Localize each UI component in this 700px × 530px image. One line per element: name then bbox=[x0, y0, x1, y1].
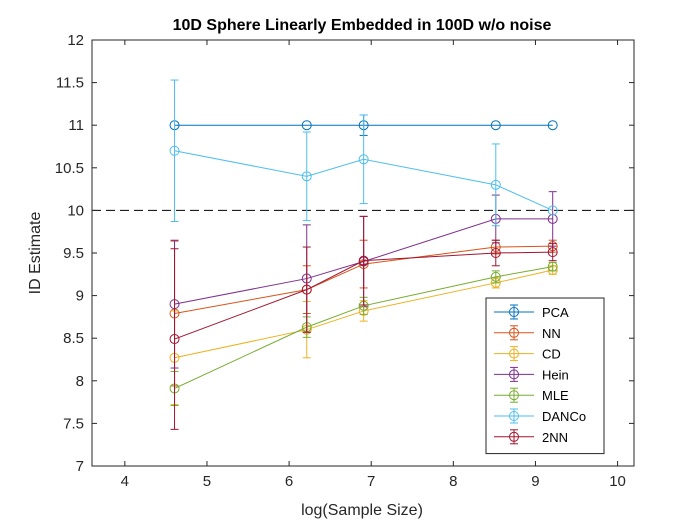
legend-marker bbox=[509, 390, 519, 401]
data-point bbox=[490, 271, 501, 282]
x-tick-label: 4 bbox=[121, 473, 129, 490]
legend-marker bbox=[509, 327, 519, 338]
data-point bbox=[490, 179, 501, 190]
legend-label: DANCo bbox=[542, 409, 586, 424]
data-point bbox=[358, 154, 369, 165]
series-2nn bbox=[169, 215, 558, 430]
legend-entry-mle: MLE bbox=[494, 387, 569, 403]
y-tick-label: 10.5 bbox=[55, 160, 84, 177]
y-tick-label: 12 bbox=[67, 32, 84, 49]
y-tick-label: 7.5 bbox=[63, 415, 84, 432]
data-point bbox=[169, 145, 180, 156]
legend-box bbox=[485, 297, 605, 455]
legend-marker bbox=[509, 348, 519, 359]
x-axis-label: log(Sample Size) bbox=[301, 502, 423, 519]
y-tick-label: 7 bbox=[76, 458, 84, 475]
x-tick-label: 5 bbox=[203, 473, 211, 490]
legend-marker bbox=[509, 369, 519, 380]
legend-marker bbox=[509, 431, 519, 442]
legend-label: NN bbox=[542, 326, 561, 341]
legend-entry-nn: NN bbox=[494, 325, 561, 341]
y-tick-label: 11 bbox=[68, 117, 84, 134]
data-point bbox=[547, 120, 558, 131]
legend-label: 2NN bbox=[542, 430, 568, 445]
legend-entry-danco: DANCo bbox=[494, 408, 586, 424]
data-point bbox=[301, 171, 312, 182]
data-point bbox=[547, 261, 558, 272]
series-line bbox=[174, 266, 553, 389]
y-tick-label: 8.5 bbox=[63, 330, 84, 347]
series-danco bbox=[169, 79, 558, 227]
y-axis-label: ID Estimate bbox=[27, 212, 44, 295]
legend: PCA NN CD Hein MLE DANCo 2NN bbox=[485, 297, 605, 455]
x-tick-label: 10 bbox=[609, 473, 626, 490]
y-tick-label: 9.5 bbox=[63, 245, 84, 262]
legend-entry-hein: Hein bbox=[494, 366, 569, 382]
legend-label: Hein bbox=[542, 367, 569, 382]
legend-label: MLE bbox=[542, 388, 569, 403]
series-line bbox=[174, 150, 553, 211]
legend-marker bbox=[509, 307, 519, 317]
legend-entry-pca: PCA bbox=[494, 304, 569, 320]
legend-entry-cd: CD bbox=[494, 346, 561, 362]
chart-title: 10D Sphere Linearly Embedded in 100D w/o… bbox=[173, 17, 552, 34]
y-tick-label: 10 bbox=[67, 202, 84, 219]
x-tick-label: 7 bbox=[367, 473, 375, 490]
x-tick-label: 8 bbox=[449, 473, 457, 490]
data-point bbox=[301, 120, 312, 131]
y-tick-label: 9 bbox=[76, 288, 84, 305]
x-tick-label: 9 bbox=[531, 473, 539, 490]
data-point bbox=[490, 248, 501, 258]
data-point bbox=[169, 334, 180, 345]
series-line bbox=[174, 251, 553, 340]
data-point bbox=[490, 120, 501, 131]
legend-marker bbox=[509, 411, 519, 421]
legend-entry-2nn: 2NN bbox=[494, 429, 568, 445]
y-tick-label: 11.5 bbox=[56, 75, 84, 92]
data-point bbox=[547, 205, 558, 216]
data-point bbox=[301, 284, 312, 295]
legend-label: CD bbox=[542, 347, 561, 362]
x-tick-label: 6 bbox=[285, 473, 293, 490]
data-point bbox=[547, 247, 558, 258]
y-tick-label: 8 bbox=[76, 373, 84, 390]
legend-label: PCA bbox=[542, 305, 569, 320]
plot-area: 4 5 6 7 8 9 10 7 7.5 8 8.5 9 9.5 10 10.5 11 11.5 12 bbox=[55, 32, 635, 490]
data-point bbox=[358, 255, 369, 266]
